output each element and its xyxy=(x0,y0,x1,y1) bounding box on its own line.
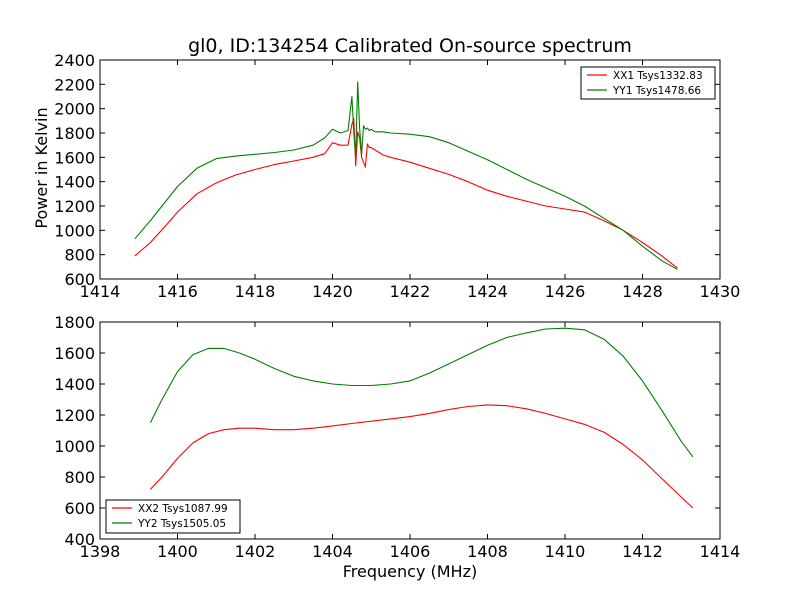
x-tick-label: 1420 xyxy=(312,282,353,301)
legend-label: XX1 Tsys1332.83 xyxy=(613,70,703,82)
figure-title: gl0, ID:134254 Calibrated On-source spec… xyxy=(188,35,632,57)
top-spectrum-panel: 1414 1416 1418 1420 1422 1424 1426 1428 1430 600 8… xyxy=(54,51,740,301)
x-tick-label: 1406 xyxy=(390,542,431,561)
y-tick-label: 800 xyxy=(64,468,95,487)
y-tick-label: 2200 xyxy=(54,75,95,94)
series-line-1 xyxy=(149,404,694,509)
x-tick-label: 1428 xyxy=(622,282,663,301)
y-tick-label: 1400 xyxy=(54,173,95,192)
x-tick-label: 1422 xyxy=(390,282,431,301)
y-tick-label: 1600 xyxy=(54,344,95,363)
y-tick-label: 1200 xyxy=(54,406,95,425)
y-tick-label: 2400 xyxy=(54,51,95,70)
bottom-spectrum-panel: 1398 1400 1402 1404 1406 1408 1410 1412 1414 400 6… xyxy=(54,313,740,561)
legend: XX1 Tsys1332.83 YY1 Tsys1478.66 xyxy=(580,66,716,100)
legend: XX2 Tsys1087.99 YY2 Tsys1505.05 xyxy=(105,499,241,534)
y-tick-label: 1200 xyxy=(54,197,95,216)
x-tick-label: 1414 xyxy=(700,542,741,561)
x-tick-label: 1426 xyxy=(545,282,586,301)
x-tick-label: 1414 xyxy=(80,282,121,301)
x-tick-label: 1430 xyxy=(700,282,741,301)
legend-label: YY1 Tsys1478.66 xyxy=(612,85,701,97)
y-tick-label: 1400 xyxy=(54,375,95,394)
series-group xyxy=(149,327,694,509)
series-line-2 xyxy=(149,327,694,458)
x-tick-label: 1418 xyxy=(235,282,276,301)
y-tick-label: 2000 xyxy=(54,100,95,119)
legend-label: YY2 Tsys1505.05 xyxy=(137,518,226,530)
x-axis-label: Frequency (MHz) xyxy=(343,562,477,581)
y-tick-label: 600 xyxy=(64,270,95,289)
legend-box xyxy=(580,66,716,100)
series-line-2 xyxy=(134,81,678,270)
x-tick-label: 1402 xyxy=(235,542,276,561)
y-tick-label: 400 xyxy=(64,530,95,549)
legend-box xyxy=(105,499,241,534)
x-tick-label: 1416 xyxy=(157,282,198,301)
y-tick-label: 600 xyxy=(64,499,95,518)
series-line-1 xyxy=(134,117,678,269)
y-tick-label: 1000 xyxy=(54,221,95,240)
y-tick-label: 1800 xyxy=(54,124,95,143)
y-tick-label: 1000 xyxy=(54,437,95,456)
y-tick-label: 800 xyxy=(64,246,95,265)
x-tick-label: 1400 xyxy=(157,542,198,561)
y-axis-label: Power in Kelvin xyxy=(32,107,51,228)
legend-label: XX2 Tsys1087.99 xyxy=(138,503,228,515)
x-tick-label: 1404 xyxy=(312,542,353,561)
y-tick-label: 1800 xyxy=(54,313,95,332)
x-tick-label: 1412 xyxy=(622,542,663,561)
y-tick-label: 1600 xyxy=(54,148,95,167)
x-tick-label: 1408 xyxy=(467,542,508,561)
x-tick-label: 1398 xyxy=(80,542,121,561)
series-group xyxy=(134,81,678,270)
x-tick-label: 1410 xyxy=(545,542,586,561)
x-tick-label: 1424 xyxy=(467,282,508,301)
